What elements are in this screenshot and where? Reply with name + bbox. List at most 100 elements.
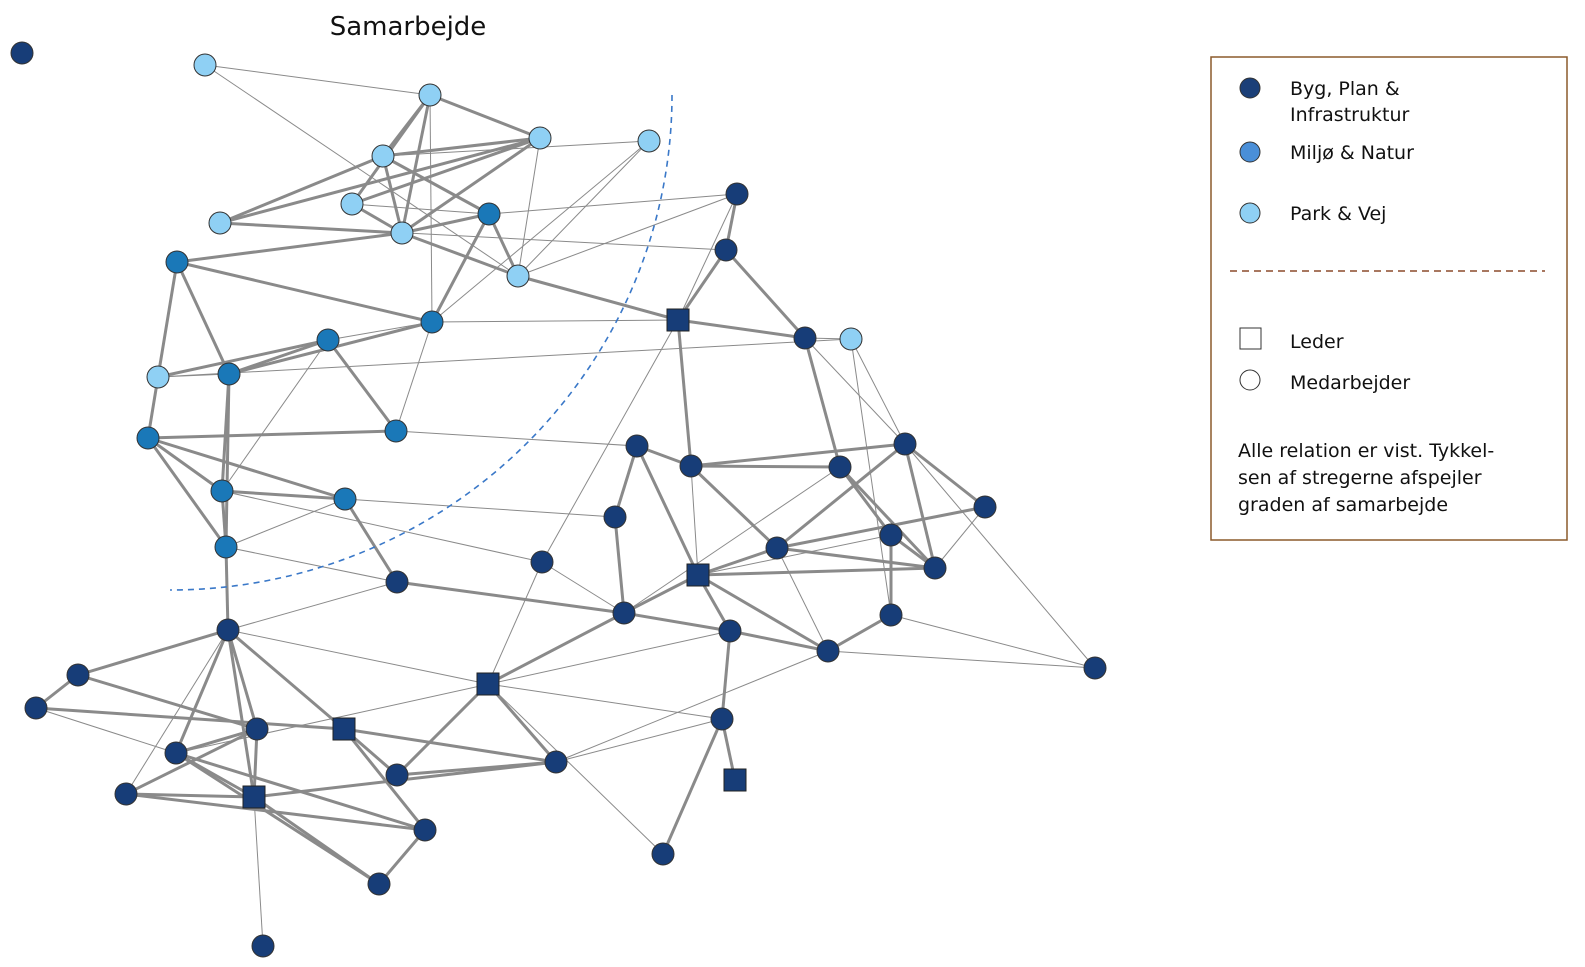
edge	[613, 516, 626, 614]
employee-node	[816, 639, 840, 663]
employee-node	[418, 83, 442, 107]
employee-node	[367, 872, 391, 896]
edge	[677, 193, 738, 321]
leader-node	[242, 785, 266, 809]
edge	[904, 442, 986, 509]
edge	[635, 445, 700, 576]
edge	[35, 707, 177, 754]
edge	[227, 628, 345, 731]
edge	[487, 683, 723, 720]
edge	[343, 498, 399, 583]
employee-node	[340, 192, 364, 216]
edge	[225, 498, 346, 548]
employee-node	[725, 182, 749, 206]
edge	[221, 489, 346, 501]
edge	[729, 629, 829, 653]
edge	[776, 505, 986, 550]
edge	[174, 629, 230, 754]
legend-note: graden af samarbejde	[1238, 494, 1448, 516]
edge	[850, 338, 906, 445]
legend-label: Park & Vej	[1290, 203, 1386, 225]
edge	[803, 337, 842, 468]
edge	[724, 248, 807, 340]
edge	[401, 136, 541, 235]
edge	[827, 650, 1096, 669]
legend-label: Byg, Plan &	[1290, 78, 1400, 100]
edge	[219, 136, 541, 225]
employee-node	[245, 717, 269, 741]
edge	[176, 260, 433, 324]
edge	[488, 193, 738, 215]
edge	[804, 337, 906, 445]
edge	[175, 727, 258, 755]
edge	[147, 436, 346, 501]
employee-node	[66, 663, 90, 687]
edge	[351, 136, 541, 206]
employee-node	[718, 619, 742, 643]
employee-node	[371, 144, 395, 168]
employee-node	[528, 126, 552, 150]
edge	[400, 94, 432, 234]
employee-node	[828, 455, 852, 479]
edge	[697, 546, 778, 577]
edge	[35, 706, 345, 731]
edge	[204, 64, 519, 277]
employee-node	[793, 326, 817, 350]
edge	[382, 140, 650, 157]
employee-node	[146, 365, 170, 389]
edge	[838, 466, 893, 536]
edge	[157, 338, 852, 378]
edge	[827, 613, 892, 653]
edge	[77, 628, 229, 677]
edge	[690, 465, 699, 576]
edge	[541, 561, 625, 614]
edge	[697, 566, 936, 577]
edge	[221, 490, 543, 563]
edge	[517, 274, 679, 322]
employee-node	[839, 327, 863, 351]
edge	[175, 751, 380, 886]
edge	[157, 373, 230, 378]
edge	[690, 464, 841, 469]
edge	[351, 203, 490, 215]
edge	[517, 140, 650, 277]
employee-node	[210, 479, 234, 503]
employee-node	[114, 782, 138, 806]
edge	[430, 213, 491, 323]
employee-node	[637, 129, 661, 153]
edge	[776, 546, 936, 570]
edge	[344, 498, 616, 518]
edge	[555, 650, 829, 763]
employee-node	[603, 505, 627, 529]
edge	[541, 319, 679, 563]
employee-node	[216, 618, 240, 642]
legend-label: Leder	[1290, 331, 1344, 353]
employee-node	[710, 707, 734, 731]
edge	[125, 629, 229, 795]
employee-node	[10, 41, 34, 65]
employee-node	[923, 556, 947, 580]
employee-node	[879, 603, 903, 627]
edge	[661, 718, 724, 855]
employee-node	[333, 487, 357, 511]
employee-node	[136, 426, 160, 450]
legend-swatch	[1239, 202, 1261, 224]
employee-node	[24, 696, 48, 720]
edge	[613, 445, 639, 518]
employee-node	[765, 536, 789, 560]
edge	[776, 442, 906, 550]
edge	[326, 339, 398, 432]
employee-node	[385, 763, 409, 787]
edge	[125, 792, 255, 799]
edge	[226, 629, 259, 730]
edge	[850, 338, 892, 616]
employee-node	[612, 601, 636, 625]
leader-node	[723, 768, 747, 792]
edge	[431, 319, 679, 323]
edge	[382, 136, 541, 158]
employee-node	[714, 238, 738, 262]
nodes	[10, 41, 1107, 958]
edge	[517, 193, 738, 277]
employee-node	[214, 535, 238, 559]
